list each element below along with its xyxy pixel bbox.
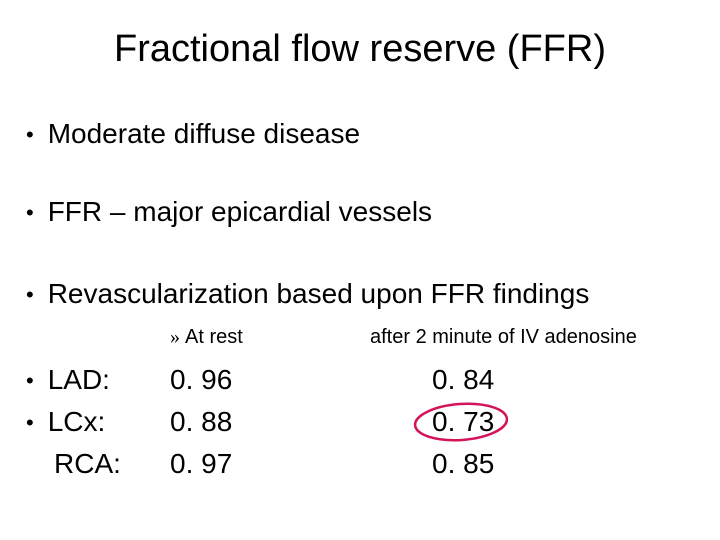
bullet-dot-icon: • — [26, 406, 34, 440]
bullet-dot-icon: • — [26, 196, 34, 230]
page-title: Fractional flow reserve (FFR) — [0, 28, 720, 71]
bullet-text-2: FFR – major epicardial vessels — [48, 196, 432, 228]
vessel-label: LAD: — [48, 364, 110, 398]
vessel-label: LCx: — [48, 406, 106, 440]
bullet-item-1: • Moderate diffuse disease — [26, 118, 360, 152]
header-at-rest-text: At rest — [185, 326, 243, 348]
value-after: 0. 84 — [432, 364, 494, 396]
row-label: • LAD: — [26, 364, 110, 398]
bullet-spacer — [26, 448, 54, 480]
value-at-rest: 0. 96 — [170, 364, 232, 396]
value-at-rest: 0. 88 — [170, 406, 232, 438]
raquo-icon: » — [170, 326, 185, 348]
value-after: 0. 85 — [432, 448, 494, 480]
bullet-item-3: • Revascularization based upon FFR findi… — [26, 278, 589, 312]
bullet-text-1: Moderate diffuse disease — [48, 118, 360, 150]
row-label: • LCx: — [26, 406, 105, 440]
value-after: 0. 73 — [432, 406, 494, 438]
bullet-dot-icon: • — [26, 278, 34, 312]
bullet-dot-icon: • — [26, 364, 34, 398]
bullet-dot-icon: • — [26, 118, 34, 152]
header-after-adenosine: after 2 minute of IV adenosine — [370, 326, 637, 349]
bullet-item-2: • FFR – major epicardial vessels — [26, 196, 432, 230]
vessel-label: RCA: — [54, 448, 121, 480]
row-label: RCA: — [26, 448, 121, 480]
header-at-rest: » At rest — [170, 326, 243, 349]
bullet-text-3: Revascularization based upon FFR finding… — [48, 278, 590, 310]
value-at-rest: 0. 97 — [170, 448, 232, 480]
